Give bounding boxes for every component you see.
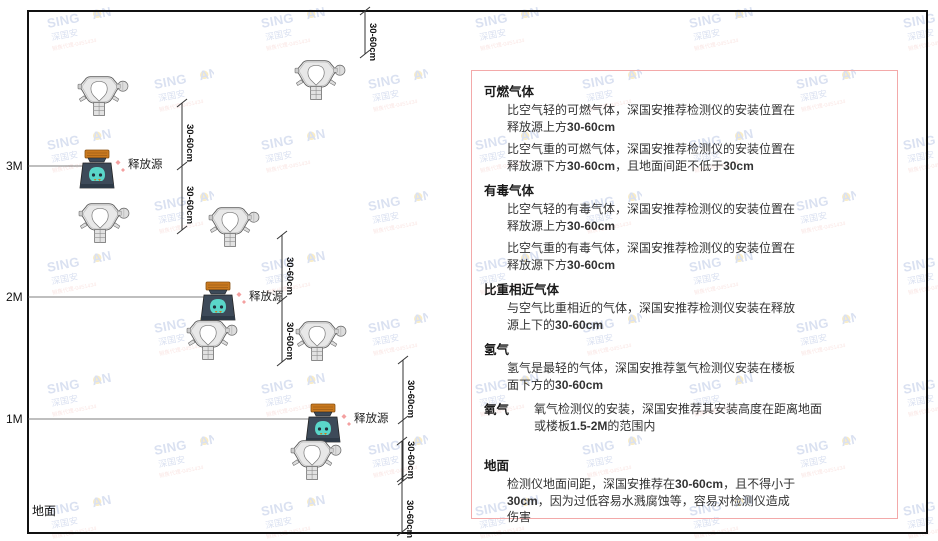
- svg-text:30-60cm: 30-60cm: [184, 124, 195, 162]
- svg-text:1M: 1M: [6, 412, 23, 426]
- svg-text:地面: 地面: [32, 504, 56, 518]
- svg-text:3M: 3M: [6, 159, 23, 173]
- svg-text:30-60cm: 30-60cm: [184, 186, 195, 224]
- svg-text:30-60cm: 30-60cm: [284, 322, 295, 360]
- svg-text:30-60cm: 30-60cm: [284, 257, 295, 295]
- svg-text:30-60cm: 30-60cm: [404, 500, 415, 538]
- svg-text:释放源: 释放源: [128, 157, 163, 171]
- svg-text:释放源: 释放源: [354, 411, 389, 425]
- svg-text:30-60cm: 30-60cm: [367, 23, 378, 61]
- svg-text:30-60cm: 30-60cm: [405, 380, 416, 418]
- svg-text:2M: 2M: [6, 290, 23, 304]
- svg-text:释放源: 释放源: [249, 289, 284, 303]
- svg-text:30-60cm: 30-60cm: [405, 441, 416, 479]
